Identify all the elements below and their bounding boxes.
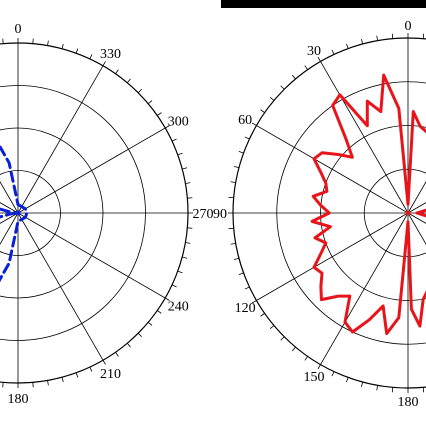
right-polar-chart: 0 30 60 90 120 150 180 <box>213 19 426 410</box>
angular-tick-mark <box>126 78 131 84</box>
angular-tick-mark <box>260 313 265 317</box>
angular-tick-mark <box>137 332 143 338</box>
angular-tick-mark <box>260 109 265 113</box>
angular-tick-mark <box>102 61 106 66</box>
angular-tick-mark <box>165 297 170 301</box>
grid-spoke <box>17 127 166 214</box>
angular-tick-label: 150 <box>304 370 325 385</box>
angular-tick-label: 330 <box>100 47 121 62</box>
angular-tick-mark <box>234 257 240 260</box>
angular-tick-mark <box>317 364 321 370</box>
angular-tick-label: 0 <box>15 22 22 37</box>
angular-tick-mark <box>251 300 257 304</box>
grid-spoke <box>17 65 104 214</box>
angular-tick-mark <box>47 40 49 46</box>
grid-spoke <box>320 61 409 214</box>
angular-tick-mark <box>137 88 143 94</box>
angular-tick-mark <box>251 122 257 126</box>
angular-tick-mark <box>234 166 240 169</box>
angular-tick-mark <box>291 74 296 80</box>
angular-tick-label: 180 <box>8 392 29 407</box>
grid-spoke <box>17 212 104 361</box>
angular-tick-mark <box>185 242 191 244</box>
angular-tick-mark <box>376 385 379 391</box>
angular-tick-mark <box>185 182 191 184</box>
angular-tick-mark <box>89 366 93 372</box>
angular-tick-mark <box>157 310 162 314</box>
angular-tick-mark <box>244 136 250 140</box>
angular-tick-mark <box>115 69 119 74</box>
angular-tick-mark <box>75 372 79 378</box>
angular-tick-mark <box>165 125 170 129</box>
angular-tick-mark <box>361 381 364 387</box>
angular-tick-mark <box>230 242 236 245</box>
top-border-bar <box>221 0 426 8</box>
angular-tick-label: 300 <box>168 115 189 130</box>
angular-tick-mark <box>269 96 275 101</box>
angular-tick-mark <box>89 54 93 60</box>
angular-tick-mark <box>304 356 308 361</box>
center-point <box>15 210 21 216</box>
angular-tick-mark <box>269 325 275 330</box>
angular-tick-mark <box>47 380 49 386</box>
angular-tick-label: 60 <box>238 113 252 128</box>
angular-tick-mark <box>238 272 244 275</box>
angular-tick-mark <box>280 336 285 341</box>
angular-tick-mark <box>346 43 349 49</box>
angular-tick-mark <box>238 151 244 154</box>
angular-tick-mark <box>177 152 183 156</box>
angular-tick-label: 30 <box>307 44 321 59</box>
angular-tick-label: 90 <box>213 207 227 222</box>
angular-tick-mark <box>280 85 285 90</box>
grid-spoke <box>0 181 19 214</box>
angular-tick-label: 210 <box>100 367 121 382</box>
grid-spoke <box>407 212 426 245</box>
angular-tick-mark <box>304 65 308 70</box>
angular-tick-mark <box>147 321 153 326</box>
angular-tick-mark <box>147 100 153 105</box>
angular-tick-label: 120 <box>235 301 256 316</box>
angular-tick-mark <box>331 371 335 377</box>
series-line <box>310 73 426 336</box>
angular-tick-mark <box>376 35 379 41</box>
angular-tick-mark <box>61 43 64 49</box>
grid-spoke <box>256 125 409 214</box>
angular-tick-label: 270 <box>193 207 214 222</box>
grid-spoke <box>256 212 409 301</box>
angular-tick-mark <box>361 39 364 45</box>
angular-tick-mark <box>346 377 349 383</box>
grid-spoke <box>17 212 166 299</box>
angular-tick-mark <box>331 49 335 55</box>
angular-tick-mark <box>126 342 131 348</box>
center-point <box>405 210 411 216</box>
left-polar-chart: 0 330 300 270 240 210 180 <box>0 22 214 407</box>
angular-tick-label: 240 <box>168 300 189 315</box>
angular-tick-label: 0 <box>405 19 412 34</box>
angular-tick-mark <box>317 56 321 62</box>
grid-spoke <box>0 212 19 245</box>
angular-tick-mark <box>75 48 79 54</box>
angular-tick-mark <box>171 284 177 288</box>
angular-tick-mark <box>230 181 236 184</box>
angular-tick-mark <box>115 352 119 357</box>
grid-spoke <box>407 181 426 214</box>
angular-tick-mark <box>61 377 64 383</box>
angular-tick-label: 180 <box>398 395 419 410</box>
angular-tick-mark <box>102 360 106 365</box>
angular-tick-mark <box>182 167 188 170</box>
angular-tick-mark <box>244 286 250 290</box>
angular-tick-mark <box>177 270 183 274</box>
angular-tick-mark <box>182 256 188 259</box>
angular-tick-mark <box>157 112 162 116</box>
series-line <box>0 143 28 283</box>
angular-tick-mark <box>171 138 177 142</box>
angular-tick-mark <box>291 346 296 352</box>
grid-spoke <box>320 212 409 365</box>
